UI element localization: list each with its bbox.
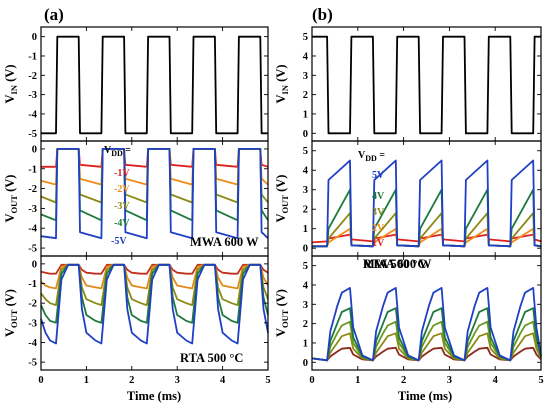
- y-tick-label-b-rta-0: 0: [303, 358, 308, 369]
- series-line-a-mwa-0: [41, 147, 269, 168]
- y-tick-label-a-mwa-3: -3: [28, 204, 37, 215]
- y-tick-label-a-input-5: -5: [28, 129, 37, 140]
- y-tick-label-b-mwa-5: 5: [303, 146, 308, 157]
- y-tick-label-a-mwa-2: -2: [28, 184, 37, 195]
- vdd-label-a-mwa: VDD =: [104, 145, 131, 158]
- x-axis-title-b: Time (ms): [398, 389, 452, 403]
- subplot-a-input: 0 -1 -2 -3 -4 -5 VIN (V): [3, 26, 269, 142]
- y-axis-title-b-input: VIN (V): [274, 65, 290, 104]
- y-tick-label-a-mwa-4: -4: [28, 224, 37, 235]
- series-line-b-rta-4: [311, 286, 542, 362]
- subplot-b-rta: 0 1 2 3 4 5 0 1 2 3 4 5 VOUT (V) RTA 500 °C: [274, 255, 544, 386]
- y-tick-label-b-mwa-2: 2: [303, 205, 308, 216]
- series-label-b-mwa-3: 4V: [372, 191, 385, 202]
- y-tick-label-b-rta-3: 3: [303, 300, 308, 311]
- y-tick-label-b-input-3: 3: [303, 71, 308, 82]
- series-label-b-mwa-2: 3V: [372, 207, 385, 218]
- y-tick-label-a-mwa-1: -1: [28, 164, 37, 175]
- y-tick-label-b-rta-2: 2: [303, 319, 308, 330]
- series-line-b-mwa-4: [312, 159, 542, 248]
- y-axis-title-b-mwa: VOUT (V): [274, 175, 290, 223]
- series-line-a-mwa-4: [40, 147, 269, 240]
- series-label-b-mwa-0: 1V: [372, 238, 385, 249]
- x-tick-label-b-rta-2: 2: [401, 375, 406, 386]
- annotation-b-mwa: MWA 600 W: [363, 257, 432, 271]
- y-tick-label-a-rta-5: -5: [28, 358, 37, 369]
- subplot-b-mwa: 0 1 2 3 4 5 VOUT (V) MWA 600 W VDD = 1V 2V 3V 4V 5V: [274, 140, 542, 271]
- x-tick-label-b-rta-3: 3: [447, 375, 452, 386]
- subplot-a-mwa: 0 -1 -2 -3 -4 -5 VOUT (V) MWA 600 W VDD = -1V -2V -…: [3, 140, 269, 257]
- series-line-a-input-0: [41, 35, 268, 135]
- y-tick-label-b-input-0: 0: [303, 129, 308, 140]
- annotation-a-rta: RTA 500 °C: [180, 351, 243, 365]
- x-tick-label-b-rta-0: 0: [309, 375, 314, 386]
- y-tick-label-a-input-4: -4: [28, 109, 37, 120]
- panel-letter-a: (a): [44, 5, 64, 24]
- axes-frame-a-rta: [40, 255, 269, 371]
- x-tick-label-a-rta-4: 4: [220, 375, 226, 386]
- y-tick-label-b-rta-4: 4: [303, 280, 309, 291]
- y-tick-label-a-rta-0: 0: [32, 259, 37, 270]
- annotation-b-rta: RTA 500 °C: [363, 257, 426, 271]
- y-tick-label-b-mwa-4: 4: [303, 166, 309, 177]
- series-line-b-input-0: [312, 35, 541, 135]
- y-tick-label-a-input-3: -3: [28, 90, 37, 101]
- y-tick-label-b-input-1: 1: [303, 109, 308, 120]
- annotation-a-mwa: MWA 600 W: [190, 235, 259, 249]
- vdd-label-b-mwa: VDD =: [358, 150, 385, 163]
- series-label-a-mwa-3: -4V: [114, 218, 130, 229]
- series-line-a-rta-4: [40, 263, 269, 345]
- subplot-b-input: 0 1 2 3 4 5 VIN (V): [274, 26, 542, 142]
- x-tick-label-b-rta-5: 5: [538, 375, 543, 386]
- x-tick-label-b-rta-4: 4: [493, 375, 499, 386]
- y-tick-label-b-mwa-1: 1: [303, 224, 308, 235]
- x-tick-label-a-rta-5: 5: [265, 375, 270, 386]
- y-tick-label-b-mwa-0: 0: [303, 244, 308, 255]
- panel-letter-b: (b): [312, 5, 333, 24]
- y-tick-label-b-input-4: 4: [303, 51, 309, 62]
- axes-frame-a-input: [40, 26, 269, 142]
- y-tick-label-b-rta-5: 5: [303, 261, 308, 272]
- y-tick-label-b-mwa-3: 3: [303, 185, 308, 196]
- series-label-a-mwa-2: -3V: [114, 201, 130, 212]
- y-axis-title-a-rta: VOUT (V): [3, 289, 19, 337]
- y-axis-title-b-rta: VOUT (V): [274, 289, 290, 337]
- x-tick-label-a-rta-2: 2: [129, 375, 134, 386]
- plot-area: 0 -1 -2 -3 -4 -5 VIN (V) 0 -1 -2 -3 -4 -5 VOUT (V) MWA…: [3, 26, 544, 386]
- y-tick-label-a-rta-4: -4: [28, 338, 37, 349]
- axes-frame-b-input: [311, 26, 542, 142]
- series-line-a-mwa-2: [40, 147, 269, 204]
- y-tick-label-a-mwa-0: 0: [32, 144, 37, 155]
- y-tick-label-a-mwa-5: -5: [28, 244, 37, 255]
- y-axis-title-a-input: VIN (V): [3, 65, 19, 104]
- series-label-a-mwa-4: -5V: [111, 236, 127, 247]
- x-axis-title-a: Time (ms): [127, 389, 181, 403]
- axes-frame-b-rta: [311, 255, 542, 371]
- series-label-a-mwa-0: -1V: [114, 168, 130, 179]
- y-axis-title-a-mwa: VOUT (V): [3, 175, 19, 223]
- series-label-a-mwa-1: -2V: [114, 184, 130, 195]
- y-tick-label-a-input-1: -1: [28, 51, 37, 62]
- x-tick-label-a-rta-0: 0: [38, 375, 43, 386]
- series-line-a-mwa-3: [40, 147, 269, 222]
- y-tick-label-b-rta-1: 1: [303, 338, 308, 349]
- series-label-b-mwa-1: 2V: [372, 223, 385, 234]
- y-tick-label-a-rta-3: -3: [28, 318, 37, 329]
- x-tick-label-a-rta-1: 1: [84, 375, 89, 386]
- series-label-b-mwa-4: 5V: [372, 170, 385, 181]
- x-tick-label-b-rta-1: 1: [355, 375, 360, 386]
- y-tick-label-a-rta-1: -1: [28, 279, 37, 290]
- x-tick-label-a-rta-3: 3: [175, 375, 180, 386]
- y-tick-label-a-rta-2: -2: [28, 299, 37, 310]
- y-tick-label-b-input-2: 2: [303, 90, 308, 101]
- y-tick-label-a-input-2: -2: [28, 71, 37, 82]
- y-tick-label-b-input-5: 5: [303, 32, 308, 43]
- y-tick-label-a-input-0: 0: [32, 32, 37, 43]
